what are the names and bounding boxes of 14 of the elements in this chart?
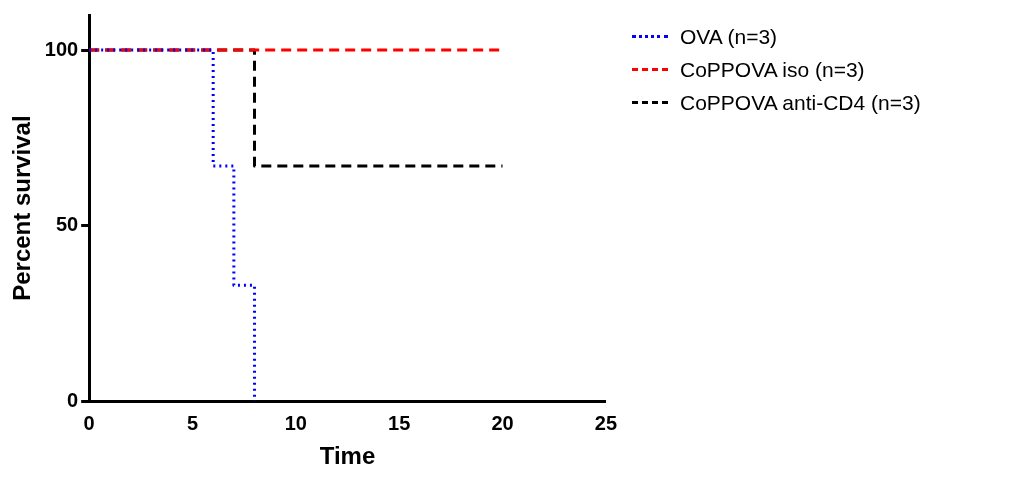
legend-label: OVA (n=3) xyxy=(680,24,778,49)
y-tick-label: 50 xyxy=(55,213,79,236)
x-axis-title: Time xyxy=(319,442,376,470)
legend-label: CoPPOVA iso (n=3) xyxy=(680,57,865,82)
y-axis-title: Percent survival xyxy=(8,115,36,301)
x-tick-label: 25 xyxy=(594,411,617,434)
legend-label: CoPPOVA anti-CD4 (n=3) xyxy=(680,90,921,115)
x-tick-label: 15 xyxy=(388,411,411,434)
y-tick-label: 100 xyxy=(44,37,79,60)
x-tick-label: 0 xyxy=(83,411,95,434)
y-tick-label: 0 xyxy=(67,388,79,411)
x-tick-label: 10 xyxy=(284,411,307,434)
x-tick-label: 5 xyxy=(186,411,199,434)
x-tick-label: 20 xyxy=(491,411,514,434)
